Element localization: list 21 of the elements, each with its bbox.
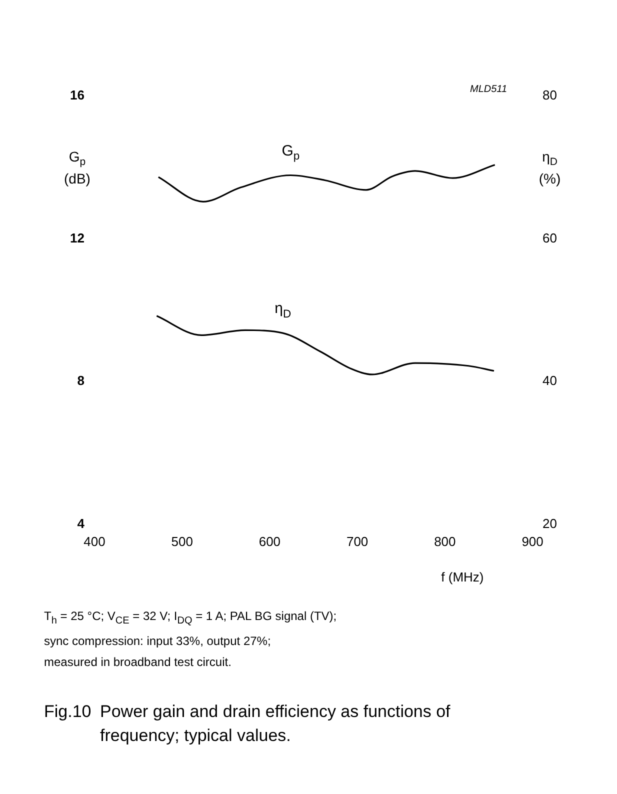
y2-tick-label: 60 (542, 230, 558, 246)
text: measured in broadband test circuit. (44, 654, 232, 672)
x-axis-title: f (MHz) (441, 570, 484, 585)
y-tick-label: 8 (77, 373, 84, 388)
text: sync compression: input 33%, output 27%; (44, 633, 272, 650)
text: Fig.10 Power gain and drain efficiency as functions of frequency; typical values. (44, 701, 452, 747)
x-tick-label: 900 (522, 534, 544, 549)
line-series (158, 164, 496, 202)
y2-tick-label: 20 (542, 516, 558, 531)
text: T$_{h}$ = 25 °C; V$_{CE}$ = 32 V; I$_{DQ}$ = 1 A; PAL BG signal (TV); (44, 608, 337, 628)
x-tick-label: 500 (171, 534, 193, 549)
y2-tick-label: 40 (542, 373, 558, 388)
x-tick-label: 600 (258, 534, 281, 549)
x-tick-label: 400 (84, 534, 106, 549)
text: MLD511 (470, 84, 508, 95)
y-tick-label: 4 (77, 516, 86, 531)
y-tick-label: 16 (70, 88, 84, 103)
x-tick-label: 800 (434, 534, 456, 549)
x-tick-label: 700 (346, 534, 368, 549)
y2-tick-label: 80 (542, 88, 558, 103)
y-tick-label: 12 (70, 230, 84, 246)
